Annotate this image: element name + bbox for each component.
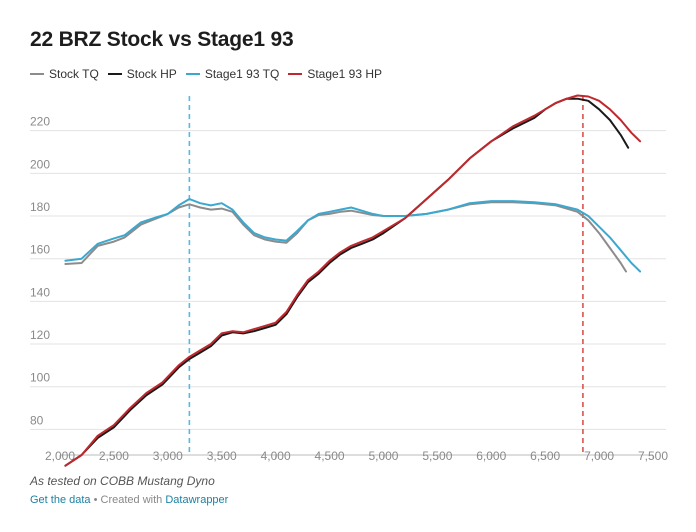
legend-swatch-stock-hp (107, 73, 122, 75)
line-chart: 80 100 120 140 160 180 200 220 2,000 2,500 3,000 3,… (30, 94, 668, 467)
created-with-text: Created with (100, 494, 163, 506)
x-tick-label-4500: 4,500 (315, 449, 345, 463)
footer-separator: • (93, 494, 98, 506)
y-tick-label-220: 220 (30, 115, 50, 129)
x-tick-label-7000: 7,000 (584, 449, 614, 463)
y-tick-label-100: 100 (30, 371, 50, 385)
x-tick-label-5000: 5,000 (368, 449, 398, 463)
x-tick-label-6500: 6,500 (530, 449, 560, 463)
legend: Stock TQ Stock HP Stage1 93 TQ Stage1 93 HP (30, 67, 391, 81)
x-tick-label-3000: 3,000 (153, 449, 183, 463)
chart-title: 22 BRZ Stock vs Stage1 93 (30, 28, 294, 51)
x-tick-label-3500: 3,500 (207, 449, 237, 463)
legend-label-stage1-93-hp: Stage1 93 HP (307, 67, 383, 81)
series-line-stage1-93-tq (64, 198, 642, 273)
datawrapper-link[interactable]: Datawrapper (165, 494, 229, 506)
legend-swatch-stage1-93-hp (288, 73, 303, 75)
series-line-stock-hp (64, 97, 630, 467)
series-line-stage1-93-hp (64, 94, 642, 467)
legend-label-stage1-93-tq: Stage1 93 TQ (204, 67, 280, 81)
x-tick-label-2500: 2,500 (99, 449, 129, 463)
legend-label-stock-tq: Stock TQ (49, 67, 99, 81)
x-tick-label-5500: 5,500 (422, 449, 452, 463)
chart-footer: Get the data • Created with Datawrapper (30, 494, 228, 506)
y-tick-label-80: 80 (30, 413, 44, 427)
y-tick-label-120: 120 (30, 328, 50, 342)
y-tick-label-160: 160 (30, 243, 50, 257)
legend-item-stage1-93-tq: Stage1 93 TQ (185, 67, 280, 81)
legend-item-stock-hp: Stock HP (107, 67, 177, 81)
y-tick-label-180: 180 (30, 200, 50, 214)
x-tick-label-7500: 7,500 (638, 449, 668, 463)
legend-swatch-stock-tq (30, 73, 44, 75)
get-the-data-link[interactable]: Get the data (30, 494, 91, 506)
legend-swatch-stage1-93-tq (185, 73, 200, 75)
legend-item-stage1-93-hp: Stage1 93 HP (288, 67, 382, 81)
legend-label-stock-hp: Stock HP (126, 67, 177, 81)
legend-item-stock-tq: Stock TQ (30, 67, 99, 81)
x-tick-label-6000: 6,000 (476, 449, 506, 463)
y-tick-label-140: 140 (30, 285, 50, 299)
chart-note: As tested on COBB Mustang Dyno (30, 474, 215, 488)
y-tick-label-200: 200 (30, 157, 50, 171)
series-line-stock-tq (64, 201, 627, 273)
x-tick-label-2000: 2,000 (45, 449, 75, 463)
x-tick-label-4000: 4,000 (261, 449, 291, 463)
